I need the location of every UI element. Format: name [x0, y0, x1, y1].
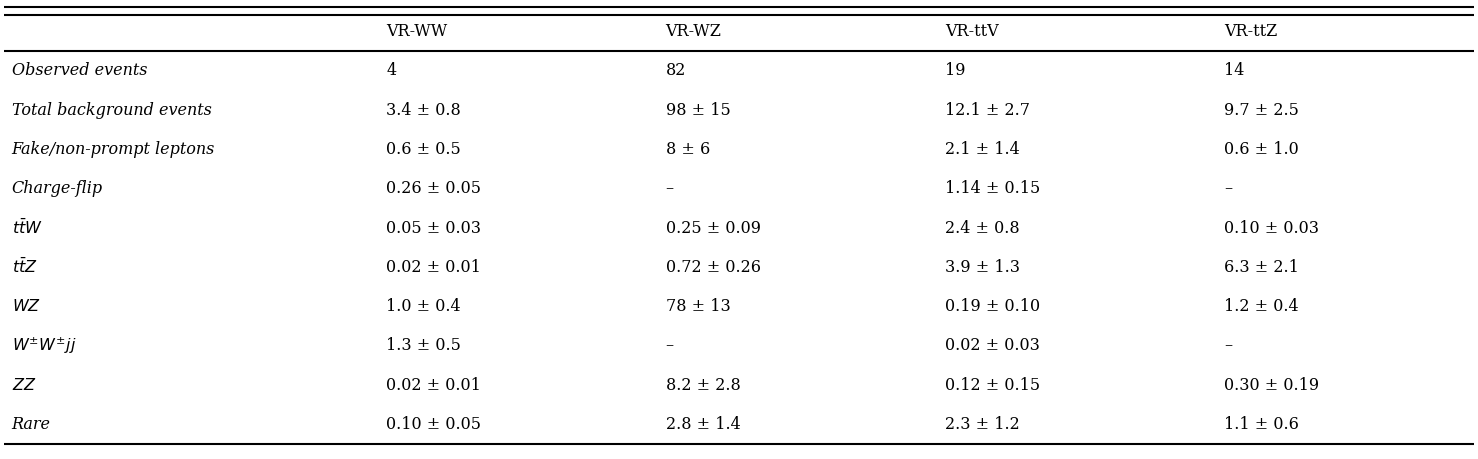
Text: 1.3 ± 0.5: 1.3 ± 0.5	[386, 336, 461, 353]
Text: 78 ± 13: 78 ± 13	[665, 297, 730, 314]
Text: 82: 82	[665, 62, 686, 79]
Text: 98 ± 15: 98 ± 15	[665, 101, 730, 118]
Text: –: –	[1224, 336, 1233, 353]
Text: 3.9 ± 1.3: 3.9 ± 1.3	[944, 258, 1020, 275]
Text: –: –	[665, 336, 674, 353]
Text: 0.10 ± 0.03: 0.10 ± 0.03	[1224, 219, 1318, 236]
Text: $W^{\pm}W^{\pm}jj$: $W^{\pm}W^{\pm}jj$	[12, 335, 75, 355]
Text: 6.3 ± 2.1: 6.3 ± 2.1	[1224, 258, 1299, 275]
Text: 1.0 ± 0.4: 1.0 ± 0.4	[386, 297, 461, 314]
Text: 1.14 ± 0.15: 1.14 ± 0.15	[944, 180, 1041, 197]
Text: 0.12 ± 0.15: 0.12 ± 0.15	[944, 376, 1041, 393]
Text: $t\bar{t}Z$: $t\bar{t}Z$	[12, 257, 37, 276]
Text: Total background events: Total background events	[12, 101, 211, 118]
Text: 0.02 ± 0.01: 0.02 ± 0.01	[386, 376, 482, 393]
Text: VR-WW: VR-WW	[386, 23, 448, 40]
Text: 0.25 ± 0.09: 0.25 ± 0.09	[665, 219, 761, 236]
Text: 8.2 ± 2.8: 8.2 ± 2.8	[665, 376, 740, 393]
Text: 0.02 ± 0.01: 0.02 ± 0.01	[386, 258, 482, 275]
Text: 2.8 ± 1.4: 2.8 ± 1.4	[665, 415, 740, 432]
Text: 4: 4	[386, 62, 396, 79]
Text: –: –	[665, 180, 674, 197]
Text: $t\bar{t}W$: $t\bar{t}W$	[12, 218, 43, 237]
Text: 2.4 ± 0.8: 2.4 ± 0.8	[944, 219, 1020, 236]
Text: 0.6 ± 0.5: 0.6 ± 0.5	[386, 140, 461, 157]
Text: VR-WZ: VR-WZ	[665, 23, 721, 40]
Text: 14: 14	[1224, 62, 1244, 79]
Text: 0.02 ± 0.03: 0.02 ± 0.03	[944, 336, 1039, 353]
Text: –: –	[1224, 180, 1233, 197]
Text: 19: 19	[944, 62, 965, 79]
Text: 1.2 ± 0.4: 1.2 ± 0.4	[1224, 297, 1299, 314]
Text: 0.72 ± 0.26: 0.72 ± 0.26	[665, 258, 761, 275]
Text: 0.05 ± 0.03: 0.05 ± 0.03	[386, 219, 482, 236]
Text: 8 ± 6: 8 ± 6	[665, 140, 709, 157]
Text: 2.1 ± 1.4: 2.1 ± 1.4	[944, 140, 1020, 157]
Text: Rare: Rare	[12, 415, 50, 432]
Text: $WZ$: $WZ$	[12, 297, 40, 314]
Text: 9.7 ± 2.5: 9.7 ± 2.5	[1224, 101, 1299, 118]
Text: Observed events: Observed events	[12, 62, 146, 79]
Text: 0.6 ± 1.0: 0.6 ± 1.0	[1224, 140, 1299, 157]
Text: Fake/non-prompt leptons: Fake/non-prompt leptons	[12, 140, 214, 157]
Text: 0.30 ± 0.19: 0.30 ± 0.19	[1224, 376, 1320, 393]
Text: 1.1 ± 0.6: 1.1 ± 0.6	[1224, 415, 1299, 432]
Text: 0.26 ± 0.05: 0.26 ± 0.05	[386, 180, 482, 197]
Text: 2.3 ± 1.2: 2.3 ± 1.2	[944, 415, 1020, 432]
Text: 0.10 ± 0.05: 0.10 ± 0.05	[386, 415, 482, 432]
Text: 0.19 ± 0.10: 0.19 ± 0.10	[944, 297, 1041, 314]
Text: 3.4 ± 0.8: 3.4 ± 0.8	[386, 101, 461, 118]
Text: Charge-flip: Charge-flip	[12, 180, 102, 197]
Text: $ZZ$: $ZZ$	[12, 376, 35, 393]
Text: VR-ttV: VR-ttV	[944, 23, 998, 40]
Text: VR-ttZ: VR-ttZ	[1224, 23, 1277, 40]
Text: 12.1 ± 2.7: 12.1 ± 2.7	[944, 101, 1030, 118]
